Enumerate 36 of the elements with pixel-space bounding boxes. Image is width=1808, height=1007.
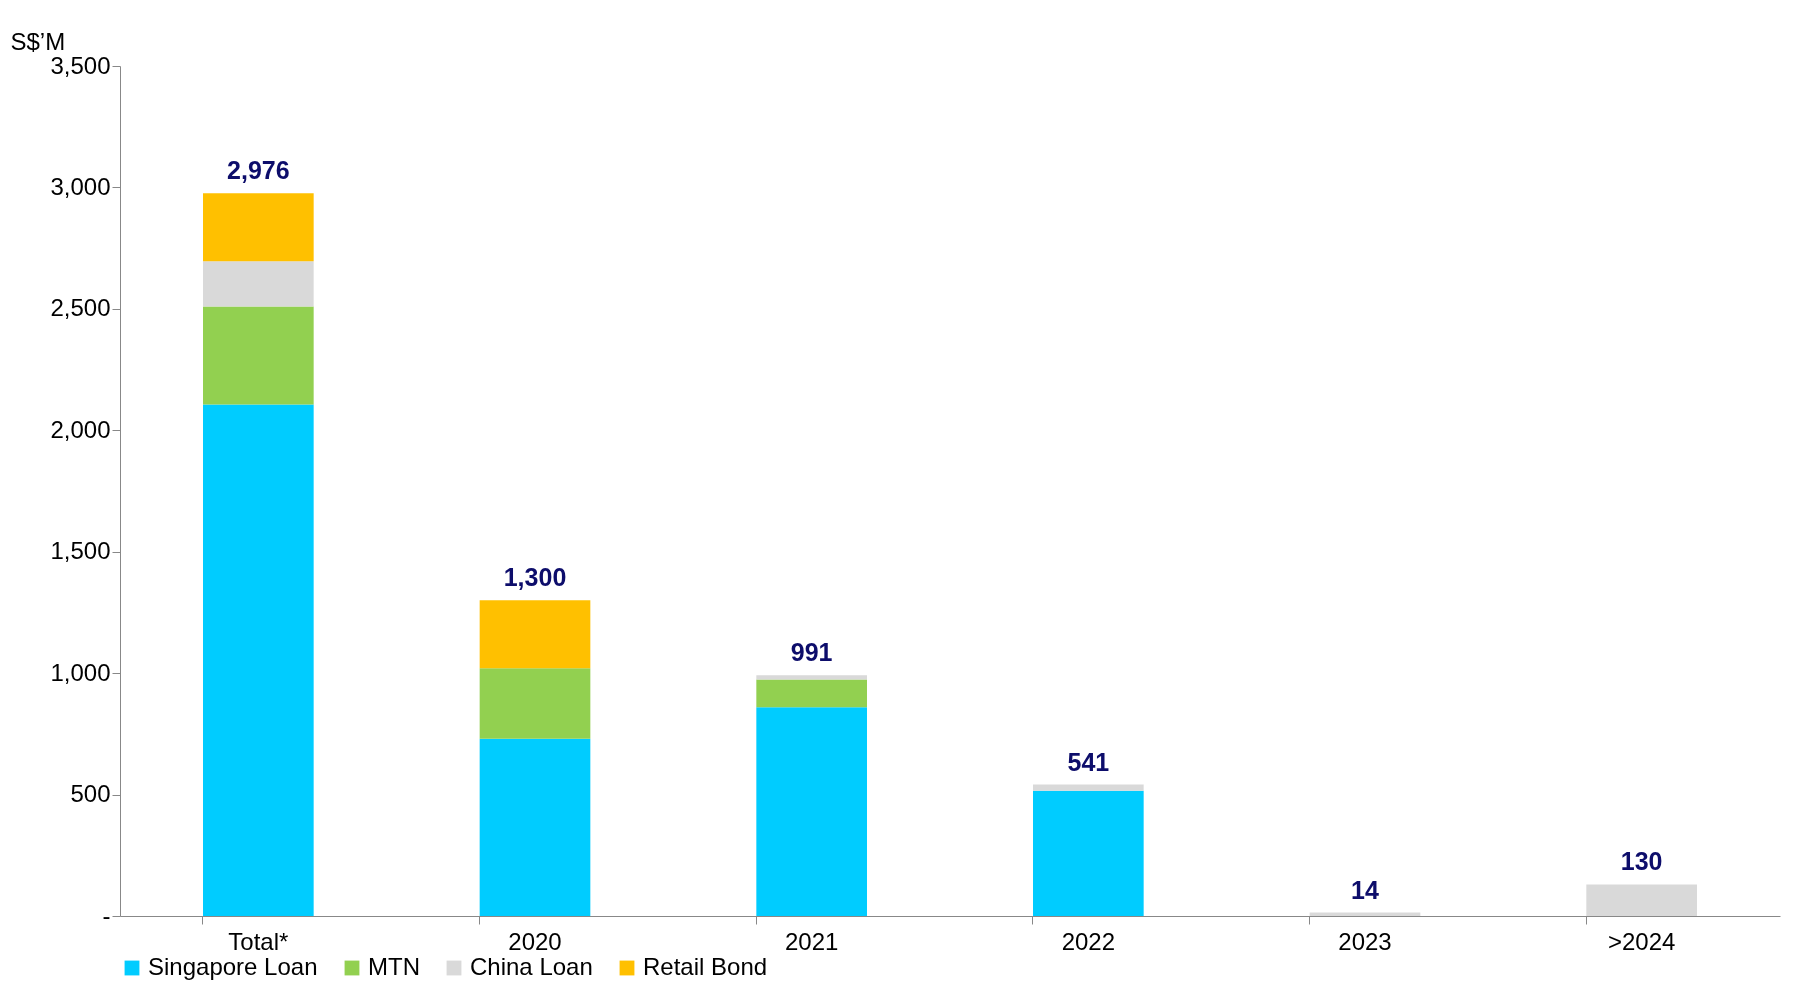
bar (479, 738, 591, 916)
total-label: 2,976 (227, 156, 290, 185)
legend-label: MTN (368, 953, 420, 980)
y-tick-label: 2,500 (50, 294, 111, 322)
bar (203, 261, 314, 307)
x-tick-label: 2023 (1338, 927, 1392, 955)
bar (756, 707, 867, 916)
bar (756, 679, 867, 708)
total-label: 130 (1620, 847, 1663, 876)
y-tick-label: 1,000 (50, 658, 111, 686)
bar (203, 404, 314, 916)
bar (203, 193, 314, 262)
bar (756, 675, 867, 680)
total-label: 14 (1351, 875, 1379, 904)
bar (479, 668, 591, 739)
total-label: 991 (790, 638, 833, 667)
legend-label: Singapore Loan (148, 953, 318, 980)
y-tick-label: 3,000 (50, 172, 111, 200)
legend-label: Retail Bond (643, 953, 768, 980)
y-tick-label: 2,000 (50, 415, 111, 443)
bar (1033, 790, 1144, 916)
bar (1033, 784, 1144, 791)
total-label: 541 (1067, 747, 1110, 776)
x-tick-label: >2024 (1607, 927, 1676, 955)
bar (479, 600, 591, 669)
bar (203, 306, 314, 405)
x-tick-label: 2020 (508, 927, 562, 955)
legend-label: China Loan (470, 953, 593, 980)
x-tick-label: 2021 (784, 927, 839, 955)
total-label: 1,300 (503, 563, 567, 592)
y-tick-label: - (102, 901, 111, 929)
x-tick-label: Total* (228, 927, 289, 955)
y-tick-label: 1,500 (50, 537, 111, 565)
bar (1586, 884, 1697, 916)
y-tick-label: 500 (70, 780, 111, 808)
x-tick-label: 2022 (1061, 927, 1116, 955)
